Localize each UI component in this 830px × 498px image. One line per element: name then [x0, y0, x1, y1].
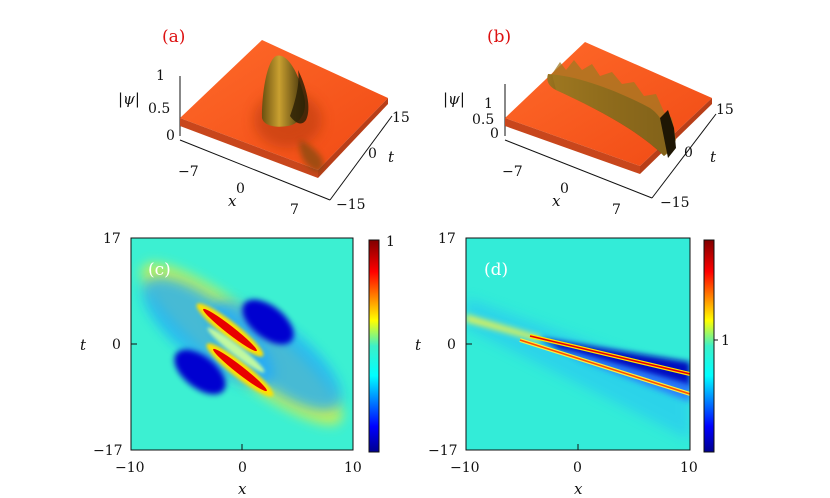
- panel-a-t-label: t: [388, 148, 395, 166]
- panel-a-label: (a): [162, 27, 185, 47]
- panel-d-colorbar: [703, 239, 715, 453]
- panel-b-z-tick-3: 0: [490, 126, 499, 142]
- panel-a-t-tick-3: −15: [336, 197, 366, 213]
- panel-d: (d) 17 0 −17 t −10 0 10 x 1: [415, 231, 730, 498]
- panel-d-x-tick-1: −10: [450, 460, 480, 476]
- panel-c-x-tick-3: 10: [344, 460, 362, 476]
- panel-d-y-tick-3: −17: [428, 443, 458, 459]
- panel-a-t-tick-2: 0: [368, 146, 377, 162]
- panel-b-t-tick-2: 0: [684, 145, 693, 161]
- panel-b-ridge-spikes: [552, 60, 676, 156]
- panel-b-ridge-shadow: [660, 110, 676, 158]
- panel-d-x-label: x: [574, 480, 583, 498]
- panel-a-x-label: x: [228, 192, 237, 210]
- panel-d-x-tick-3: 10: [680, 460, 698, 476]
- panel-b: (b) 1 0.5 0 |ψ| −7 0 7 x 15 0 −15 t: [443, 27, 734, 218]
- panel-a: (a) 1 0.5 0 |ψ| −7 0 7 x 15 0 −15 t: [118, 27, 410, 218]
- panel-b-x-tick-1: −7: [502, 164, 523, 180]
- panel-b-x-label: x: [552, 192, 561, 210]
- panel-c-colorbar-tick: 1: [386, 234, 395, 250]
- panel-d-y-tick-1: 17: [438, 231, 456, 247]
- panel-c-x-tick-1: −10: [115, 460, 145, 476]
- panel-b-t-label: t: [710, 148, 717, 166]
- panel-b-z-tick-2: 0.5: [472, 112, 494, 128]
- panel-a-z-tick-2: 0.5: [148, 101, 170, 117]
- panel-a-x-tick-3: 7: [290, 202, 299, 218]
- panel-d-y-tick-2: 0: [447, 337, 456, 353]
- panel-c-ticks: [131, 343, 243, 450]
- panel-c-y-tick-1: 17: [103, 231, 121, 247]
- panel-b-x-tick-2: 0: [560, 181, 569, 197]
- panel-c: (c) 17 0 −17 t −10 0 10 x 1: [80, 231, 395, 498]
- panel-b-t-tick-1: 15: [716, 102, 734, 118]
- panel-a-z-label: |ψ|: [118, 90, 140, 108]
- panel-d-heatmap: [466, 238, 690, 450]
- panel-a-x-tick-2: 0: [236, 181, 245, 197]
- panel-d-x-tick-2: 0: [573, 460, 582, 476]
- panel-b-t-tick-3: −15: [660, 195, 690, 211]
- panel-c-x-tick-2: 0: [238, 460, 247, 476]
- panel-a-surface-side: [318, 98, 388, 178]
- panel-a-t-axis: [329, 115, 393, 201]
- panel-b-z-tick-1: 1: [484, 96, 493, 112]
- panel-a-x-tick-1: −7: [178, 164, 199, 180]
- panel-d-colorbar-tick: 1: [721, 333, 730, 349]
- panel-a-t-tick-1: 15: [392, 110, 410, 126]
- panel-d-label: (d): [484, 260, 508, 280]
- panel-b-x-tick-3: 7: [612, 202, 621, 218]
- panel-a-tail: [299, 140, 324, 172]
- panel-c-label: (c): [148, 260, 171, 280]
- panel-c-heatmap: [131, 238, 353, 450]
- panel-b-surface-side: [640, 98, 712, 174]
- panel-a-surface-edge: [180, 118, 318, 178]
- panel-c-x-label: x: [238, 480, 247, 498]
- panel-a-z-tick-3: 0: [166, 128, 175, 144]
- panel-c-y-tick-3: −17: [93, 443, 123, 459]
- panel-b-x-axis: [504, 139, 653, 199]
- panel-c-y-tick-2: 0: [112, 337, 121, 353]
- panel-b-label: (b): [487, 27, 511, 47]
- panel-a-x-axis: [179, 139, 331, 201]
- panel-b-t-axis: [651, 113, 717, 199]
- panel-c-colorbar: [368, 239, 380, 453]
- panel-b-z-label: |ψ|: [443, 90, 465, 108]
- panel-c-y-label: t: [80, 336, 87, 354]
- panel-b-surface-edge: [505, 118, 640, 174]
- panel-d-y-label: t: [415, 336, 422, 354]
- panel-a-peak-shadow: [290, 70, 309, 124]
- panel-a-z-tick-1: 1: [156, 68, 165, 84]
- panel-d-ticks: [466, 343, 579, 450]
